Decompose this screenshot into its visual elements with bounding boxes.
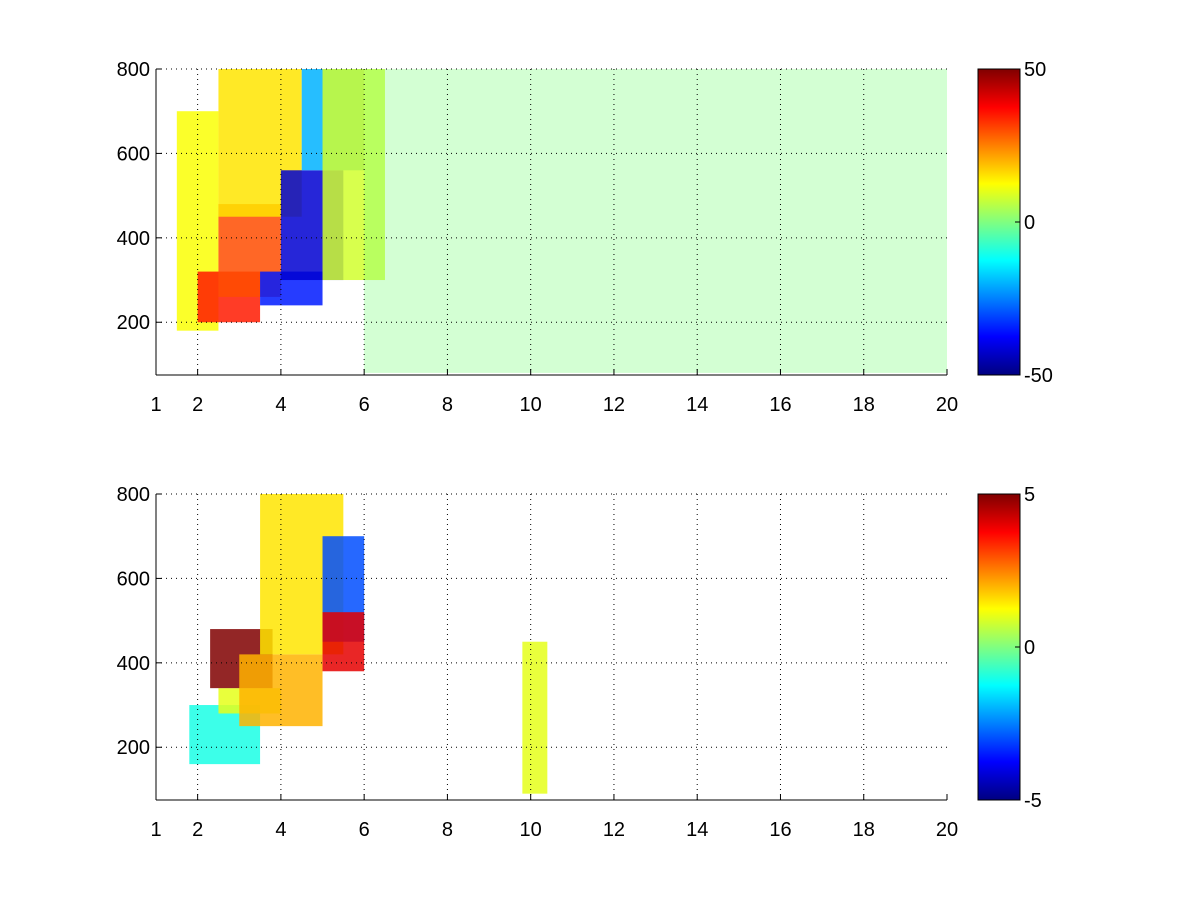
- colorbar-tick-label: 50: [1024, 59, 1046, 81]
- grid: [156, 68, 947, 375]
- y-tick-label: 600: [117, 568, 150, 590]
- colorbar-tick-label: 0: [1024, 637, 1035, 659]
- colorbar-tick-label: 5: [1024, 484, 1035, 506]
- x-tick-label: 10: [520, 819, 542, 841]
- x-tick-label: 4: [275, 394, 286, 416]
- colorbar-gradient: [977, 68, 1021, 376]
- x-tick-label: 16: [769, 819, 791, 841]
- colorbar-gradient: [977, 493, 1021, 801]
- x-tick-label: 20: [936, 819, 958, 841]
- x-tick-label: 8: [442, 394, 453, 416]
- colorbar-tick-label: -5: [1024, 790, 1042, 812]
- grid: [156, 493, 947, 800]
- heatmap-region-7: [322, 69, 385, 281]
- x-tick-label: 18: [853, 819, 875, 841]
- heatmap-region-8: [364, 69, 947, 373]
- x-tick-label: 2: [192, 394, 203, 416]
- x-tick-label: 12: [603, 394, 625, 416]
- y-tick-label: 200: [117, 312, 150, 334]
- colorbar-tick-label: 0: [1024, 212, 1035, 234]
- heatmap-region-3: [239, 654, 323, 727]
- x-tick-label: 18: [853, 394, 875, 416]
- colorbar: 50 0 -50: [977, 59, 1053, 387]
- x-tick-label: 14: [686, 394, 708, 416]
- heatmap-cells: [176, 69, 947, 373]
- heatmap-region-7: [522, 641, 548, 794]
- x-tick-label: 14: [686, 819, 708, 841]
- x-tick-label: 16: [769, 394, 791, 416]
- y-tick-label: 800: [117, 484, 150, 506]
- heatmap-cells: [189, 494, 548, 794]
- y-tick-label: 200: [117, 737, 150, 759]
- x-tick-label: 10: [520, 394, 542, 416]
- x-tick-label: 1: [150, 394, 161, 416]
- y-tick-label: 800: [117, 59, 150, 81]
- x-tick-label: 20: [936, 394, 958, 416]
- x-tick-label: 6: [359, 819, 370, 841]
- x-tick-label: 12: [603, 819, 625, 841]
- colorbar: 5 0 -5: [977, 484, 1042, 812]
- x-tick-label: 2: [192, 819, 203, 841]
- x-tick-label: 8: [442, 819, 453, 841]
- y-tick-label: 400: [117, 228, 150, 250]
- x-tick-label: 1: [150, 819, 161, 841]
- x-tick-label: 4: [275, 819, 286, 841]
- colorbar-tick-label: -50: [1024, 365, 1053, 387]
- y-tick-label: 400: [117, 653, 150, 675]
- x-tick-label: 6: [359, 394, 370, 416]
- heatmap-region-6: [322, 612, 365, 672]
- y-tick-label: 600: [117, 143, 150, 165]
